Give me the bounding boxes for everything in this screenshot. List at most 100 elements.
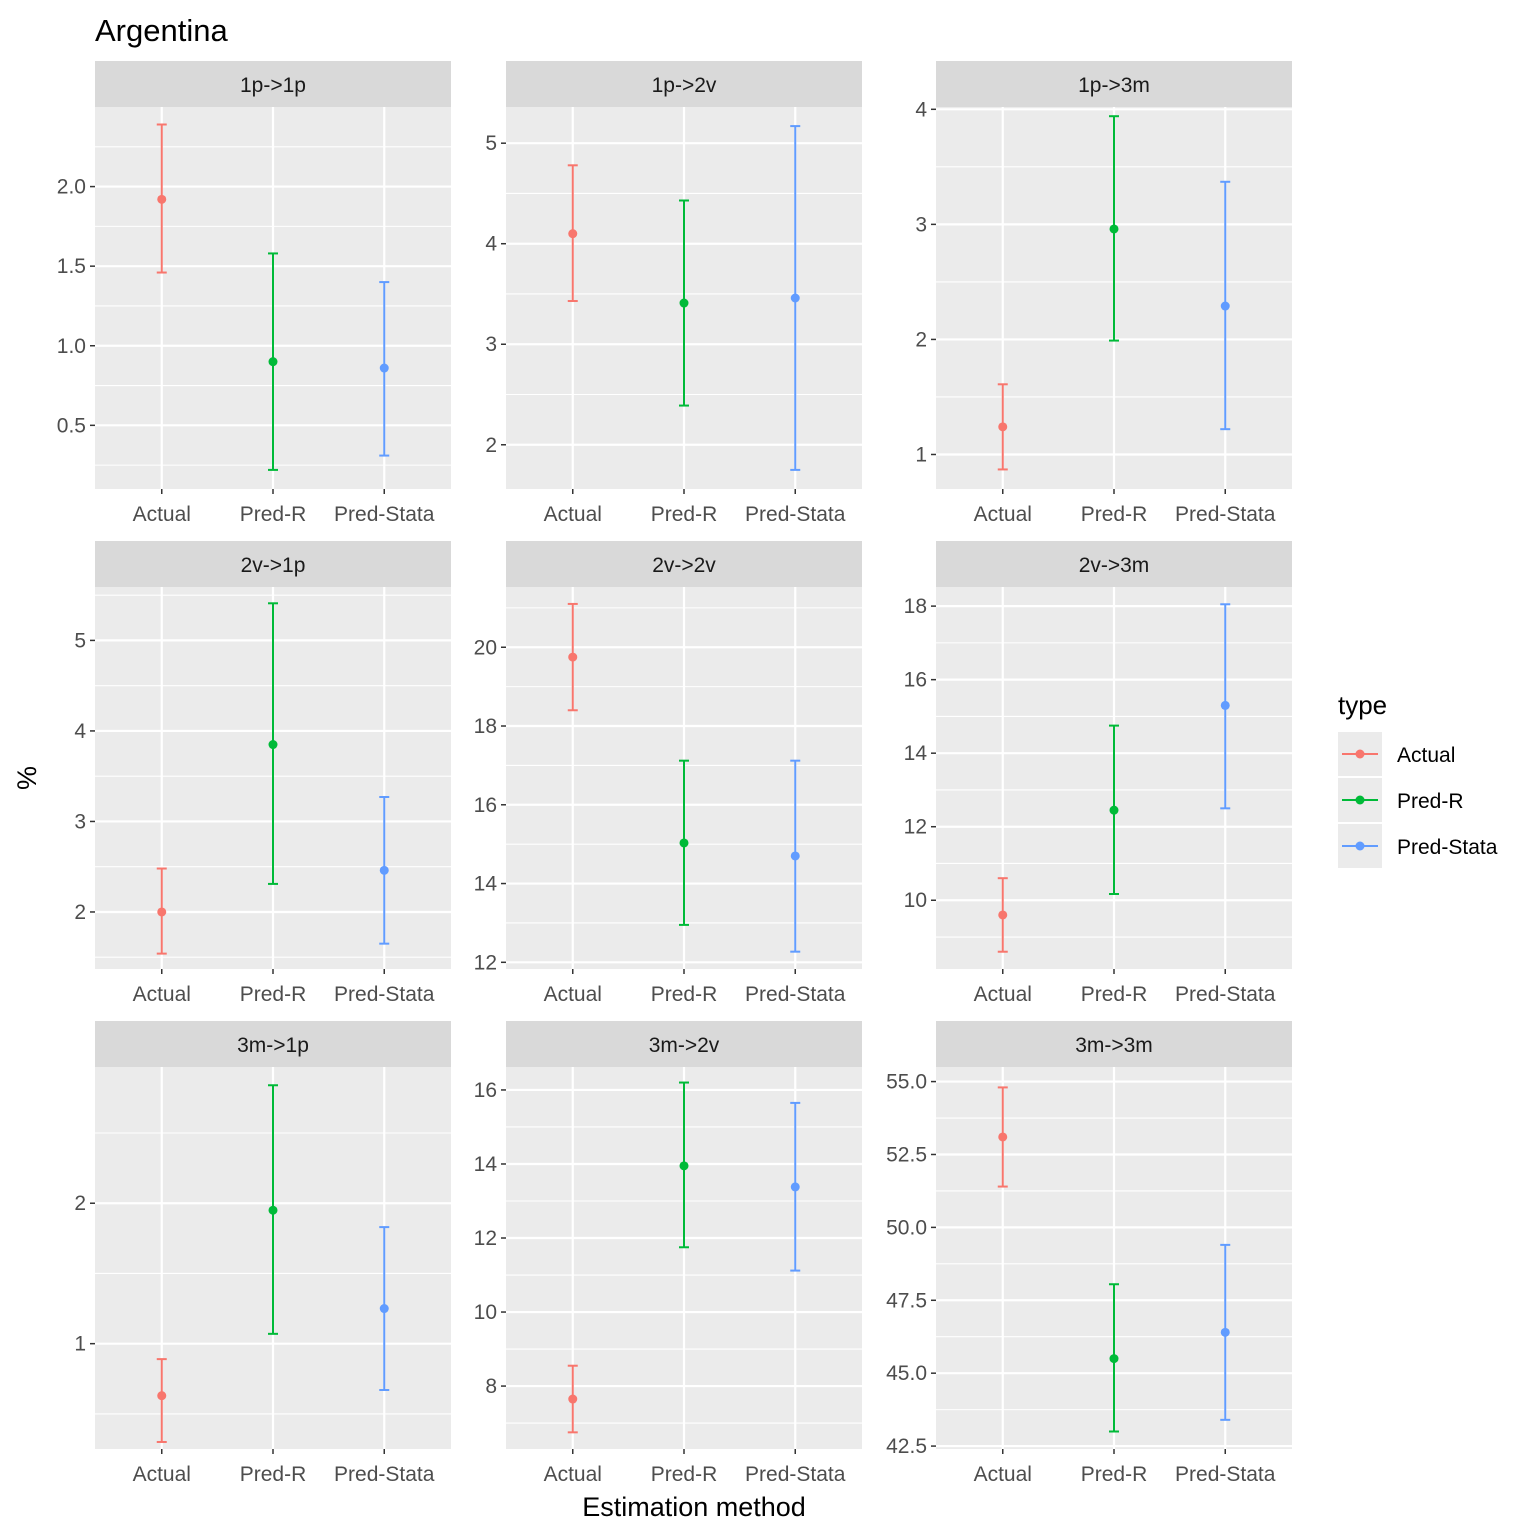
point-pred-stata (379, 865, 389, 875)
x-tick-label: Actual (974, 1463, 1032, 1486)
x-tick-label: Actual (133, 1463, 191, 1486)
x-tick-label: Pred-Stata (334, 1463, 435, 1486)
y-tick-label: 16 (474, 1079, 497, 1102)
strip-label-1p-to-1p: 1p->1p (240, 74, 306, 97)
y-tick-label: 1 (915, 443, 927, 466)
point-actual (568, 652, 578, 662)
point-pred-r (679, 1161, 689, 1171)
y-tick-label: 5 (485, 132, 497, 155)
point-actual (998, 1132, 1008, 1142)
point-actual (998, 422, 1008, 432)
x-tick-label: Actual (133, 503, 191, 526)
point-actual (157, 194, 167, 204)
strip-label-1p-to-2v: 1p->2v (652, 74, 717, 97)
point-pred-r (268, 357, 278, 367)
panel-2v-to-1p: 2v->1p 2 3 4 5 Actual Pred-R Pred-Stata (74, 541, 451, 1006)
x-tick-label: Pred-Stata (1175, 983, 1276, 1006)
strip-label-3m-to-2v: 3m->2v (649, 1034, 720, 1057)
x-tick-label: Actual (544, 983, 602, 1006)
legend-label-actual: Actual (1397, 744, 1455, 767)
strip-3m-to-2v (506, 1021, 862, 1067)
point-pred-stata (379, 1304, 389, 1314)
y-tick-label: 3 (74, 810, 86, 833)
point-pred-r (268, 740, 278, 750)
point-pred-r (1109, 1354, 1119, 1364)
x-tick-label: Pred-Stata (334, 503, 435, 526)
point-actual (998, 910, 1008, 920)
point-pred-r (268, 1205, 278, 1215)
y-tick-label: 52.5 (886, 1143, 927, 1166)
y-tick-label: 0.5 (57, 414, 86, 437)
y-tick-label: 50.0 (886, 1216, 927, 1239)
facet-panels: 1p->1p 0.5 1.0 1.5 2.0 Actual Pred-R Pred-Stata… (57, 61, 1292, 1486)
strip-label-2v-to-1p: 2v->1p (241, 554, 306, 577)
legend-point-pred-r (1355, 795, 1365, 805)
point-pred-r (679, 838, 689, 848)
panel-2v-to-3m: 2v->3m 10 12 14 16 18 Actual Pred-R Pred-Stata (904, 541, 1292, 1006)
panel-1p-to-2v: 1p->2v 2 3 4 5 Actual Pred-R Pred-Stata (485, 61, 862, 526)
panel-1p-to-3m: 1p->3m 1 2 3 4 Actual Pred-R Pred-Stata (915, 61, 1292, 526)
y-tick-label: 2.0 (57, 176, 86, 199)
x-tick-label: Pred-Stata (334, 983, 435, 1006)
point-actual (157, 907, 167, 917)
strip-label-2v-to-3m: 2v->3m (1079, 554, 1150, 577)
strip-label-1p-to-3m: 1p->3m (1078, 74, 1150, 97)
legend-title: type (1338, 690, 1387, 720)
y-tick-label: 55.0 (886, 1071, 927, 1094)
x-tick-label: Actual (133, 983, 191, 1006)
y-tick-label: 2 (74, 1192, 86, 1215)
point-pred-stata (790, 1182, 800, 1192)
x-tick-label: Actual (544, 1463, 602, 1486)
chart-title: Argentina (95, 13, 228, 48)
panel-3m-to-2v: 3m->2v 8 10 12 14 16 Actual Pred-R Pred-Stata (474, 1021, 862, 1486)
point-pred-r (679, 298, 689, 308)
x-tick-label: Pred-R (651, 1463, 718, 1486)
x-tick-label: Actual (544, 503, 602, 526)
point-pred-stata (1220, 700, 1230, 710)
x-tick-label: Pred-R (651, 983, 718, 1006)
y-tick-label: 14 (904, 742, 928, 765)
y-axis-title: % (12, 766, 42, 790)
y-tick-label: 1.0 (57, 335, 86, 358)
x-tick-label: Pred-R (1081, 983, 1148, 1006)
legend-label-pred-r: Pred-R (1397, 790, 1464, 813)
strip-2v-to-1p (95, 541, 451, 587)
y-tick-label: 2 (915, 328, 927, 351)
point-actual (568, 1394, 578, 1404)
x-tick-label: Pred-R (240, 983, 307, 1006)
y-tick-label: 47.5 (886, 1289, 927, 1312)
panel-3m-to-3m: 3m->3m 42.5 45.0 47.5 50.0 52.5 55.0 Actual Pred… (886, 1021, 1292, 1486)
y-tick-label: 42.5 (886, 1435, 927, 1458)
point-pred-r (1109, 224, 1119, 234)
panel-2v-to-2v: 2v->2v 12 14 16 18 20 Actual Pred-R Pred-Stata (474, 541, 862, 1006)
y-tick-label: 2 (74, 901, 86, 924)
y-tick-label: 4 (485, 233, 497, 256)
y-tick-label: 18 (904, 595, 927, 618)
strip-label-3m-to-1p: 3m->1p (237, 1034, 309, 1057)
y-tick-label: 18 (474, 715, 497, 738)
legend-point-pred-stata (1355, 841, 1365, 851)
strip-label-2v-to-2v: 2v->2v (652, 554, 716, 577)
point-pred-stata (790, 851, 800, 861)
strip-1p-to-2v (506, 61, 862, 107)
x-tick-label: Actual (974, 983, 1032, 1006)
legend: type Actual Pred-R Pred-Stata (1338, 690, 1498, 868)
y-tick-label: 14 (474, 873, 498, 896)
y-tick-label: 14 (474, 1153, 498, 1176)
x-tick-label: Pred-R (240, 1463, 307, 1486)
strip-1p-to-3m (936, 61, 1292, 107)
panel-3m-to-1p: 3m->1p 1 2 Actual Pred-R Pred-Stata (74, 1021, 451, 1486)
strip-label-3m-to-3m: 3m->3m (1075, 1034, 1153, 1057)
strip-2v-to-2v (506, 541, 862, 587)
x-axis-title: Estimation method (582, 1492, 806, 1522)
y-tick-label: 4 (74, 720, 86, 743)
y-tick-label: 10 (904, 889, 927, 912)
legend-label-pred-stata: Pred-Stata (1397, 836, 1498, 859)
y-tick-label: 5 (74, 629, 86, 652)
y-tick-label: 20 (474, 636, 497, 659)
y-tick-label: 16 (474, 794, 497, 817)
y-tick-label: 12 (904, 816, 927, 839)
point-pred-stata (1220, 301, 1230, 311)
y-tick-label: 1 (74, 1333, 86, 1356)
